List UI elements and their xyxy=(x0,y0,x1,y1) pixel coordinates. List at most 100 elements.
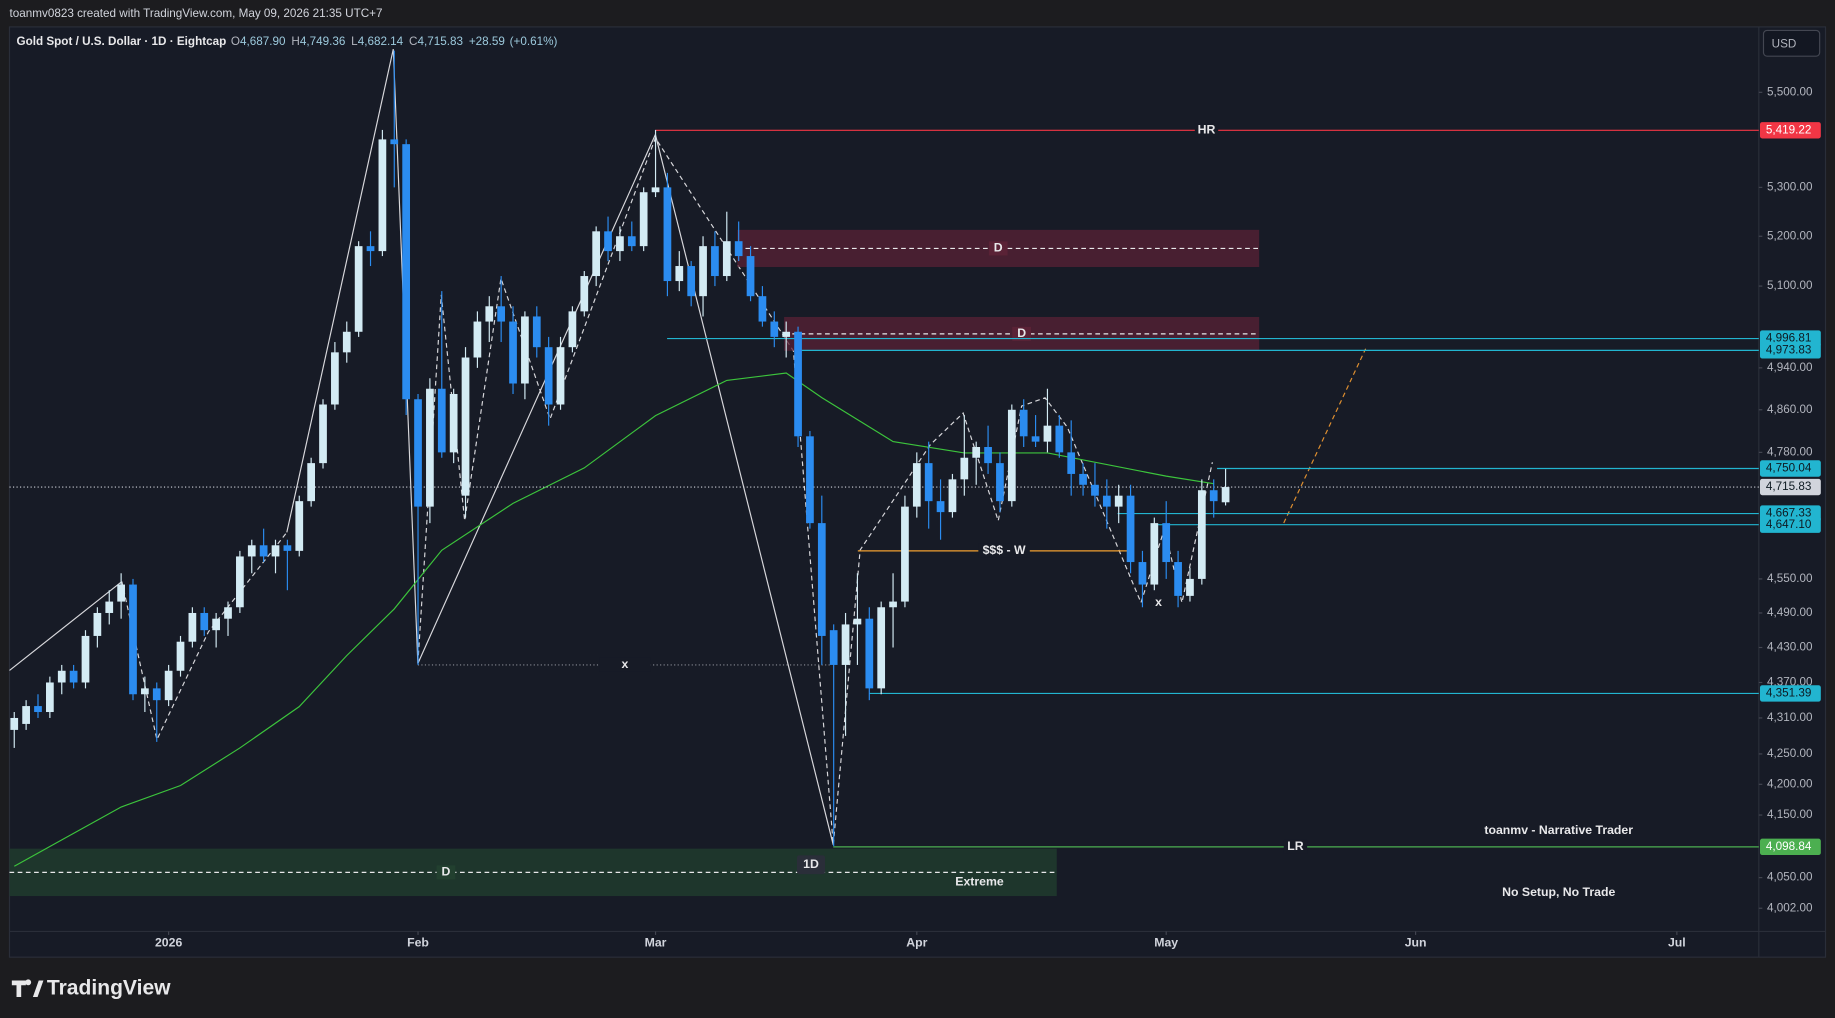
candle-body xyxy=(1114,495,1123,507)
candle-body xyxy=(164,670,173,701)
zone-label: D xyxy=(442,865,451,879)
candle-body xyxy=(449,393,458,453)
marked-line-label: $$$ - W xyxy=(983,543,1026,557)
candle-body xyxy=(841,624,850,665)
candle-body xyxy=(936,501,945,513)
candle-body xyxy=(829,630,838,665)
candle-body xyxy=(865,618,874,689)
candle-body xyxy=(770,321,779,337)
candle-body xyxy=(675,266,684,282)
candle-body xyxy=(544,347,553,405)
price-label-box xyxy=(1759,516,1821,533)
candle-body xyxy=(853,618,862,625)
level-text-bg xyxy=(1283,839,1308,854)
price-label-box xyxy=(1759,460,1821,477)
header: Gold Spot / U.S. Dollar · 1D · Eightcap O… xyxy=(17,35,558,48)
y-tick-label: 4,310.00 xyxy=(1767,711,1813,724)
candle-body xyxy=(1043,425,1052,442)
candle-body xyxy=(1019,409,1028,437)
credit: toanmv0823 created with TradingView.com,… xyxy=(9,7,382,20)
candle-body xyxy=(722,241,731,277)
logo-mark xyxy=(11,979,44,997)
candle-body xyxy=(46,682,54,713)
candle-body xyxy=(1174,562,1182,596)
candle-body xyxy=(1067,452,1076,474)
candle-body xyxy=(1126,495,1135,563)
candle-body xyxy=(259,545,268,557)
price-label: 4,351.39 xyxy=(1766,687,1811,700)
candle-body xyxy=(568,311,577,348)
level-text-bg xyxy=(1194,123,1219,138)
note: toanmv - Narrative Trader xyxy=(1484,823,1633,837)
candle-body xyxy=(81,635,90,683)
price-label-box xyxy=(1759,122,1821,139)
zone-label: D xyxy=(1017,326,1026,340)
candle-body xyxy=(1150,523,1159,585)
price-label-box xyxy=(1759,685,1821,702)
candle-body xyxy=(604,231,612,252)
y-tick-label: 4,550.00 xyxy=(1767,572,1813,585)
y-tick-label: 5,200.00 xyxy=(1767,229,1813,242)
candle-body xyxy=(129,584,137,695)
price-label: 5,419.22 xyxy=(1766,123,1811,136)
note: No Setup, No Trade xyxy=(1502,885,1615,899)
candle-body xyxy=(521,316,529,384)
x-tick-label: 2026 xyxy=(155,935,182,949)
candle-body xyxy=(699,246,707,297)
price-label-box xyxy=(1759,342,1821,359)
ohlc-key: O xyxy=(231,35,240,48)
marked-line-label-bg xyxy=(978,543,1030,558)
candle-body xyxy=(663,187,672,282)
x-tick-label: Jun xyxy=(1405,935,1427,949)
candle-body xyxy=(782,331,791,337)
candle-body xyxy=(912,463,921,507)
change-pct: (+0.61%) xyxy=(510,35,558,48)
y-tick-label: 4,150.00 xyxy=(1767,808,1813,821)
ohlc-key: C xyxy=(409,35,417,48)
symbol-title: Gold Spot / U.S. Dollar · 1D · Eightcap xyxy=(17,35,227,48)
candle-body xyxy=(34,706,42,713)
candle-body xyxy=(794,331,802,437)
candle-body xyxy=(1079,473,1087,485)
candle-body xyxy=(188,612,197,642)
candle-body xyxy=(1138,562,1147,585)
ohlc-key: H xyxy=(291,35,299,48)
price-label: 4,750.04 xyxy=(1766,462,1812,475)
candle-body xyxy=(746,256,755,297)
price-label: 4,715.83 xyxy=(1766,480,1811,493)
ohlc-value: 4,687.90 xyxy=(240,35,286,48)
candle-body xyxy=(283,545,292,551)
candle-body xyxy=(1221,487,1230,503)
candle-body xyxy=(378,139,387,252)
y-tick-label: 4,430.00 xyxy=(1767,641,1813,654)
candle-body xyxy=(236,556,244,608)
y-tick-label: 5,500.00 xyxy=(1767,85,1813,98)
y-tick-label: 4,860.00 xyxy=(1767,403,1813,416)
candle-body xyxy=(616,236,624,252)
x-tick-label: Jul xyxy=(1668,935,1686,949)
candle-body xyxy=(580,276,589,312)
candle-body xyxy=(497,306,506,322)
currency[interactable]: USD xyxy=(1772,38,1797,51)
candle-body xyxy=(901,506,909,602)
candle-body xyxy=(57,670,66,683)
brand: TradingView xyxy=(47,976,171,999)
x-tick-label: Feb xyxy=(407,935,429,949)
candle-body xyxy=(972,447,981,458)
candle-body xyxy=(212,618,220,631)
x-tick-label: Apr xyxy=(906,935,927,949)
candle-body xyxy=(532,316,541,348)
candle-body xyxy=(817,523,826,636)
marked-line-label: x xyxy=(622,657,629,671)
zone-label-bg xyxy=(1012,326,1032,341)
candle-body xyxy=(948,479,957,513)
candle-body xyxy=(1102,495,1111,507)
candle-body xyxy=(1186,578,1194,596)
candle-body xyxy=(176,641,185,671)
currency-box[interactable] xyxy=(1762,29,1821,57)
y-tick-label: 4,050.00 xyxy=(1767,871,1813,884)
candle-body xyxy=(200,612,209,631)
candle-body xyxy=(342,331,351,353)
candle-body xyxy=(889,601,897,608)
candle-body xyxy=(734,241,743,257)
